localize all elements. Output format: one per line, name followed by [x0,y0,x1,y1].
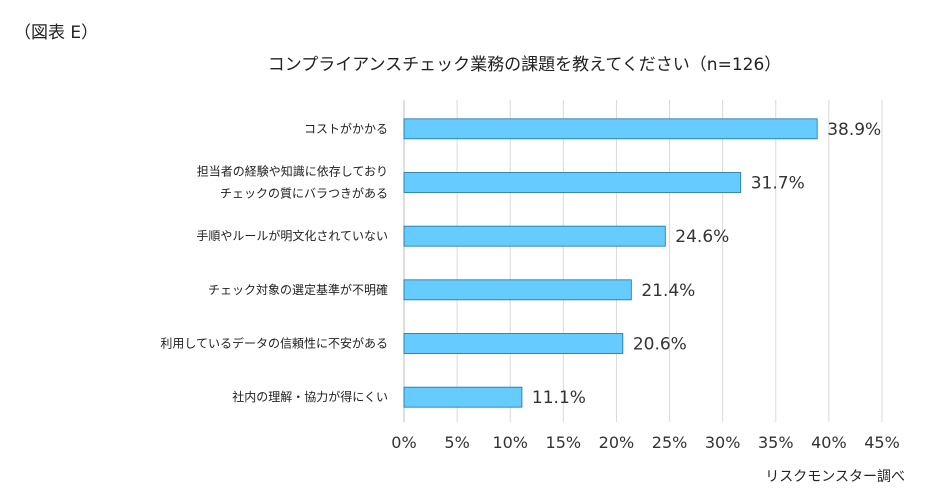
x-tick-label: 30% [705,433,741,452]
x-tick-label: 40% [811,433,847,452]
data-label: 20.6% [633,335,687,355]
x-tick-label: 25% [652,433,688,452]
bar [403,333,624,354]
x-tick-label: 5% [444,433,469,452]
category-label: 利用しているデータの信頼性に不安がある [160,336,388,351]
x-tick-label: 35% [758,433,794,452]
x-tick-label: 20% [599,433,635,452]
chart-title: コンプライアンスチェック業務の課題を教えてください（n=126） [267,55,782,75]
bar [403,279,632,301]
category-label: チェック対象の選定基準が不明確 [208,282,388,297]
data-label: 24.6% [675,227,729,247]
x-tick-label: 45% [864,433,900,452]
x-tick-label: 15% [546,433,582,452]
data-label: 31.7% [751,174,805,194]
category-label: 手順やルールが明文化されていない [196,228,388,243]
bar [403,118,818,140]
category-label: チェックの質にバラつきがある [220,186,388,201]
data-label: 38.9% [827,120,881,140]
figure-label: （図表 E） [14,23,99,43]
category-label: 担当者の経験や知識に依存しており [197,164,388,179]
source-note: リスクモンスター調べ [765,469,905,485]
category-label: コストがかかる [304,121,388,136]
category-label: 社内の理解・協力が得にくい [232,389,388,404]
bar [403,172,742,193]
data-label: 21.4% [641,281,695,301]
x-tick-label: 0% [391,433,416,452]
bar [403,225,666,247]
bar [403,386,523,408]
x-tick-label: 10% [492,433,528,452]
data-label: 11.1% [532,388,586,408]
